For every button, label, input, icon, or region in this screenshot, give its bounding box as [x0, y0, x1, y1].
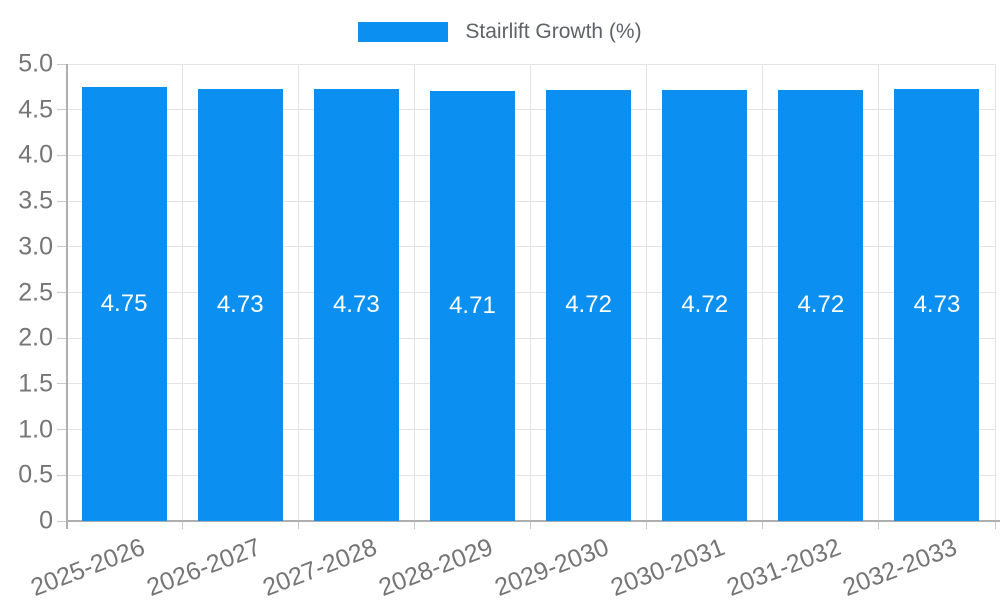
x-tick-label: 2030-2031 [607, 533, 729, 600]
bar-value-label: 4.75 [100, 289, 148, 317]
x-axis-line [66, 520, 1000, 522]
y-tick-label: 4.0 [18, 140, 53, 169]
y-tick-label: 2.5 [18, 278, 53, 306]
x-axis-tick [530, 521, 531, 529]
x-axis-tick [878, 521, 880, 529]
y-axis-line [66, 64, 68, 529]
y-tick-label: 3.5 [18, 186, 53, 215]
y-axis-tick [57, 292, 66, 293]
y-axis-tick [57, 109, 66, 111]
y-tick-label: 5.0 [18, 49, 53, 78]
bar: 4.75 [81, 86, 167, 521]
gridline-v [413, 64, 415, 521]
y-tick-label: 0.5 [18, 460, 53, 489]
bar: 4.73 [197, 88, 283, 521]
y-axis-tick [57, 63, 66, 65]
legend-swatch [358, 22, 449, 42]
bar: 4.73 [894, 88, 980, 521]
y-axis-tick [57, 337, 66, 339]
bar-value-label: 4.72 [797, 291, 845, 319]
y-axis-tick [57, 246, 66, 248]
gridline-v [530, 64, 531, 521]
y-tick-label: 4.5 [18, 95, 53, 124]
bar: 4.72 [662, 89, 748, 521]
gridline-v [994, 64, 996, 521]
bar-value-label: 4.73 [216, 290, 264, 318]
x-axis-tick [762, 521, 764, 529]
x-tick-label: 2031-2032 [723, 533, 845, 600]
y-axis-tick [57, 520, 66, 522]
x-axis-tick [297, 521, 299, 529]
x-axis-tick [994, 521, 996, 529]
bar: 4.73 [313, 88, 399, 521]
bar: 4.72 [546, 89, 632, 521]
x-tick-label: 2028-2029 [374, 533, 497, 600]
bar: 4.71 [429, 90, 515, 521]
y-axis-tick [57, 154, 66, 156]
gridline-v [878, 64, 880, 521]
x-axis-tick [413, 521, 415, 529]
y-tick-label: 1.0 [18, 415, 53, 444]
y-axis-tick [57, 474, 66, 476]
legend: Stairlift Growth (%) [0, 20, 1000, 44]
bar-value-label: 4.73 [332, 290, 380, 318]
y-axis-tick [57, 200, 66, 202]
gridline-v [181, 64, 183, 521]
y-tick-label: 1.5 [18, 369, 53, 398]
y-axis-tick [57, 383, 66, 385]
gridline-v [762, 64, 764, 521]
y-tick-label: 2.0 [18, 323, 53, 352]
x-tick-label: 2029-2030 [490, 533, 613, 600]
x-axis-tick [181, 521, 183, 529]
gridline-v [646, 64, 648, 521]
x-tick-label: 2027-2028 [258, 533, 381, 600]
x-tick-label: 2032-2033 [839, 533, 961, 600]
bar-value-label: 4.72 [565, 291, 612, 319]
y-tick-label: 3.0 [18, 232, 53, 261]
plot-area: 0 0.5 1.0 1.5 2.0 2.5 3.0 3.5 4.0 4.5 5.0 4.75 2025-… [18, 50, 1000, 600]
bar-value-label: 4.73 [913, 290, 961, 318]
legend-label: Stairlift Growth (%) [465, 20, 642, 43]
y-axis-tick [57, 429, 66, 431]
bar-value-label: 4.72 [681, 291, 729, 319]
bar: 4.72 [778, 89, 864, 521]
x-tick-label: 2026-2027 [142, 533, 265, 600]
x-axis-tick [646, 521, 648, 529]
x-tick-label: 2025-2026 [26, 533, 149, 600]
gridline-v [297, 64, 299, 521]
bar-value-label: 4.71 [449, 291, 496, 319]
y-tick-label: 0 [39, 506, 53, 535]
